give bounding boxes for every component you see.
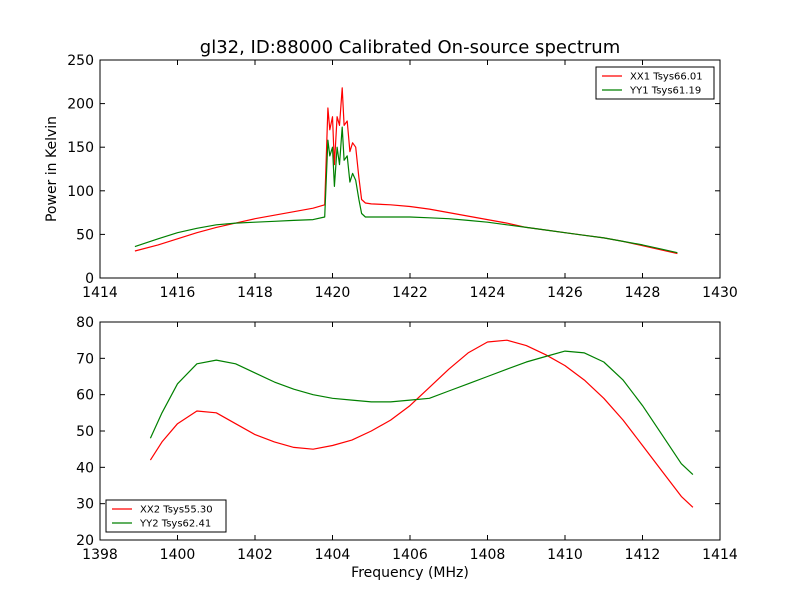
legend-label: YY1 Tsys61.19 (629, 86, 701, 97)
x-tick-label: 1426 (547, 285, 583, 301)
top-plot-area: 1414 1416 1418 1420 1422 1424 1426 1428 1430 0 50 1… (67, 53, 738, 301)
x-tick-label: 1398 (82, 547, 118, 563)
series-lines (149, 339, 694, 508)
legend-box (595, 66, 715, 100)
y-tick-label: 40 (76, 460, 94, 476)
x-tick-label: 1420 (315, 285, 351, 301)
legend: XX2 Tsys55.30 YY2 Tsys62.41 (105, 499, 227, 533)
bottom-panel: Frequency (MHz) 1398 1400 1402 1404 1406 1408… (76, 315, 738, 581)
y-tick-label: 150 (67, 140, 94, 156)
y-tick-label: 250 (67, 53, 94, 69)
y-tick-label: 70 (76, 351, 94, 367)
x-tick-label: 1414 (82, 285, 118, 301)
legend: XX1 Tsys66.01 YY1 Tsys61.19 (595, 66, 715, 100)
series-line-xx2-tsys55-30 (149, 339, 694, 508)
y-tick-label: 60 (76, 388, 94, 404)
x-tick-label: 1406 (392, 547, 428, 563)
legend-label: XX2 Tsys55.30 (140, 505, 213, 516)
x-tick-label: 1418 (237, 285, 273, 301)
x-tick-label: 1424 (470, 285, 506, 301)
y-axis-label: Power in Kelvin (44, 116, 60, 222)
series-line-yy1-tsys61-19 (134, 126, 678, 254)
legend-label: XX1 Tsys66.01 (630, 72, 703, 83)
x-tick-label: 1428 (625, 285, 661, 301)
y-tick-label: 100 (67, 184, 94, 200)
x-tick-label: 1416 (160, 285, 196, 301)
x-tick-label: 1422 (392, 285, 428, 301)
chart-title: gl32, ID:88000 Calibrated On-source spec… (200, 37, 620, 58)
x-tick-label: 1402 (237, 547, 273, 563)
y-tick-label: 20 (76, 533, 94, 549)
y-tick-label: 50 (76, 227, 94, 243)
y-tick-label: 50 (76, 424, 94, 440)
x-axis-label: Frequency (MHz) (351, 565, 469, 581)
series-lines (134, 87, 678, 255)
legend-label: YY2 Tsys62.41 (139, 519, 211, 530)
x-tick-label: 1404 (315, 547, 351, 563)
top-panel: gl32, ID:88000 Calibrated On-source spec… (44, 37, 738, 301)
x-tick-label: 1430 (702, 285, 738, 301)
x-tick-label: 1414 (702, 547, 738, 563)
x-tick-label: 1400 (160, 547, 196, 563)
y-tick-label: 0 (85, 271, 94, 287)
y-tick-label: 80 (76, 315, 94, 331)
legend-box (105, 499, 227, 533)
y-tick-label: 200 (67, 97, 94, 113)
series-line-yy2-tsys62-41 (149, 350, 694, 476)
bottom-plot-area: 1398 1400 1402 1404 1406 1408 1410 1412 1414 20 30… (76, 315, 738, 563)
y-tick-label: 30 (76, 497, 94, 513)
x-tick-label: 1412 (625, 547, 661, 563)
x-tick-label: 1408 (470, 547, 506, 563)
x-tick-label: 1410 (547, 547, 583, 563)
